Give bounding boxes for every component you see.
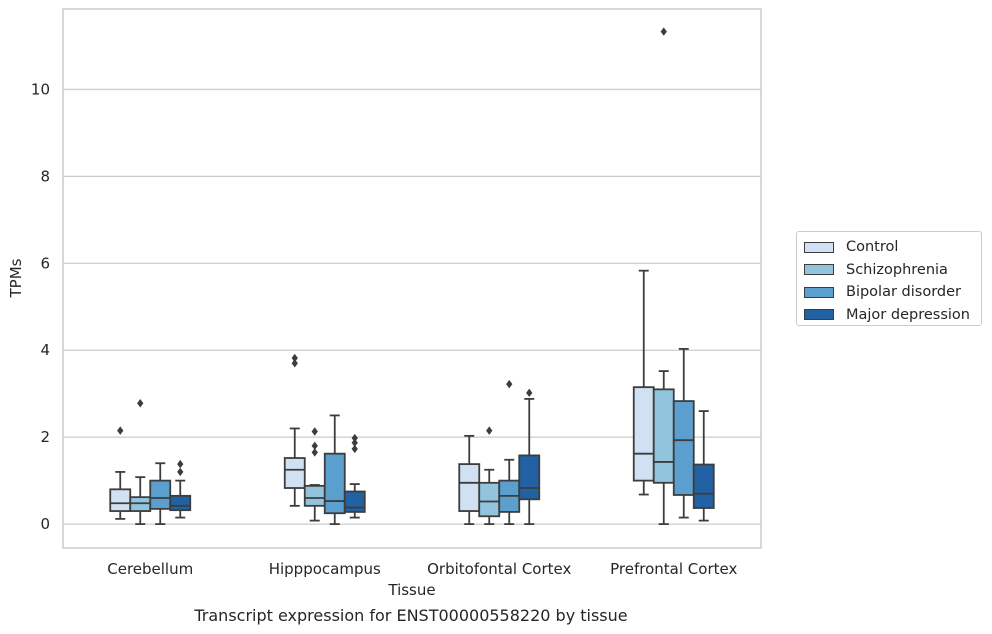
legend-label: Major depression (846, 306, 970, 323)
y-tick-label: 10 (31, 80, 50, 98)
legend-item: Bipolar disorder (804, 281, 975, 304)
x-axis-label: Tissue (387, 581, 435, 599)
legend-swatch (804, 241, 834, 253)
box-1-3 (343, 433, 366, 519)
outlier-point (291, 359, 298, 368)
figure-caption: Transcript expression for ENST0000055822… (194, 606, 628, 625)
legend-item: Schizophrenia (804, 259, 975, 282)
legend-swatch (804, 286, 834, 298)
legend-item: Major depression (804, 304, 975, 327)
legend-label: Bipolar disorder (846, 284, 961, 301)
y-tick-label: 8 (40, 167, 50, 185)
box-iqr (478, 481, 501, 518)
box-iqr (652, 388, 675, 484)
x-tick-label: Prefrontal Cortex (610, 560, 737, 578)
legend: Control Schizophrenia Bipolar disorder Majo… (796, 231, 982, 326)
legend-label: Control (846, 239, 899, 256)
y-tick-labels: 0 2 4 6 8 10 (31, 80, 50, 533)
outlier-point (311, 448, 318, 457)
gridlines (63, 88, 761, 525)
legend-swatch (804, 264, 834, 276)
outlier-point (117, 426, 124, 435)
box-3-0 (632, 269, 655, 496)
box-1-2 (323, 414, 346, 525)
box-2-1 (478, 426, 501, 525)
x-tick-label: Hipppocampus (269, 560, 381, 578)
box-iqr (109, 488, 132, 512)
box-3-2 (672, 348, 695, 519)
legend-item: Control (804, 236, 975, 259)
outlier-point (177, 459, 184, 469)
box-2-0 (458, 434, 481, 525)
box-iqr (343, 490, 366, 513)
outlier-point (506, 379, 513, 389)
box-iqr (303, 484, 326, 507)
outlier-point (660, 27, 667, 36)
box-iqr (458, 463, 481, 512)
box-3-3 (692, 410, 715, 522)
legend-label: Schizophrenia (846, 261, 948, 278)
legend-swatch (804, 309, 834, 321)
box-0-3 (169, 459, 192, 519)
box-1-1 (303, 427, 326, 522)
box-3-1 (652, 27, 675, 525)
x-tick-label: Orbitofontal Cortex (427, 560, 571, 578)
outlier-point (137, 399, 144, 408)
box-iqr (672, 400, 695, 496)
box-iqr (169, 494, 192, 512)
box-1-0 (283, 353, 306, 507)
y-tick-label: 2 (40, 428, 50, 446)
outlier-point (486, 426, 493, 435)
outlier-point (351, 444, 358, 454)
box-series (109, 27, 715, 525)
x-tick-labels: Cerebellum Hipppocampus Orbitofontal Corte… (107, 560, 737, 578)
outlier-point (311, 427, 318, 436)
outlier-point (311, 441, 318, 451)
box-iqr (283, 457, 306, 489)
outlier-point (291, 353, 298, 363)
outlier-point (526, 388, 533, 398)
box-iqr (518, 454, 541, 501)
box-iqr (323, 452, 346, 515)
box-0-2 (149, 462, 172, 525)
outlier-point (177, 467, 184, 477)
box-0-1 (129, 399, 152, 525)
box-iqr (632, 386, 655, 482)
y-axis-label: TPMs (7, 258, 25, 298)
outlier-point (351, 433, 358, 443)
y-tick-label: 4 (40, 341, 50, 359)
plot-frame (62, 8, 762, 549)
box-0-0 (109, 426, 132, 520)
y-tick-label: 0 (40, 515, 50, 533)
box-2-3 (518, 388, 541, 525)
box-iqr (149, 479, 172, 510)
outlier-point (351, 438, 358, 448)
box-2-2 (498, 379, 521, 525)
box-iqr (692, 463, 715, 509)
y-tick-label: 6 (40, 254, 50, 272)
x-tick-label: Cerebellum (107, 560, 193, 578)
